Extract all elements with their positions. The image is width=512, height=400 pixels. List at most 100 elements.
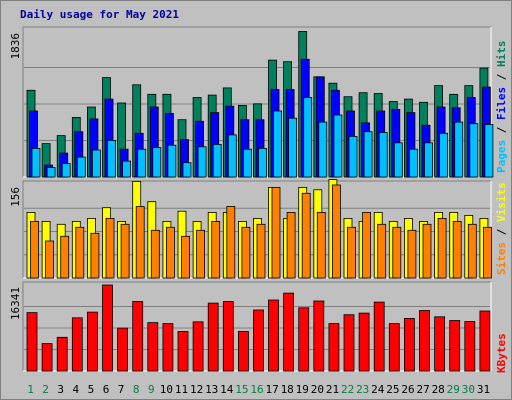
bar-kbytes-day-21	[328, 323, 340, 372]
bar-kbytes-day-28	[434, 316, 446, 372]
bar-kbytes-day-20	[313, 300, 325, 372]
bar-pages-day-7	[122, 160, 131, 178]
day-label-8: 8	[133, 383, 140, 396]
bar-sites-day-18	[286, 211, 296, 279]
bar-kbytes-day-26	[403, 317, 415, 372]
bar-sites-day-17	[271, 186, 281, 279]
bar-sites-day-10	[165, 226, 175, 279]
bar-pages-day-12	[197, 146, 207, 178]
bar-kbytes-day-7	[117, 327, 128, 372]
axis-max-label: 156	[9, 187, 22, 207]
bar-pages-day-21	[333, 114, 343, 178]
bar-kbytes-day-6	[102, 284, 113, 372]
bar-kbytes-day-3	[56, 336, 68, 372]
bar-kbytes-day-12	[192, 321, 204, 372]
bar-kbytes-day-2	[41, 343, 53, 372]
bar-kbytes-day-25	[388, 323, 400, 372]
bar-sites-day-26	[407, 229, 417, 279]
bar-pages-day-26	[408, 148, 418, 178]
bar-pages-day-24	[378, 132, 388, 178]
bar-kbytes-day-4	[71, 317, 83, 372]
bar-pages-day-20	[318, 121, 328, 178]
bar-pages-day-18	[288, 117, 298, 178]
day-label-30: 30	[462, 383, 475, 396]
bar-sites-day-15	[241, 226, 251, 279]
bar-sites-day-20	[316, 211, 326, 279]
bar-pages-day-23	[363, 131, 373, 178]
bar-sites-day-16	[256, 223, 266, 279]
day-label-10: 10	[160, 383, 173, 396]
bar-pages-day-5	[92, 149, 101, 178]
bar-kbytes-day-13	[207, 302, 219, 372]
day-label-29: 29	[447, 383, 460, 396]
bar-pages-day-22	[348, 135, 358, 178]
day-label-13: 13	[205, 383, 218, 396]
day-label-2: 2	[42, 383, 49, 396]
bar-pages-day-16	[258, 147, 267, 178]
bar-kbytes-day-19	[298, 307, 310, 372]
bar-pages-day-8	[137, 148, 147, 178]
bar-pages-day-1	[31, 147, 41, 178]
bar-kbytes-day-16	[253, 309, 264, 372]
bar-pages-day-17	[273, 110, 282, 178]
day-label-15: 15	[235, 383, 248, 396]
bar-sites-day-7	[120, 223, 130, 279]
bar-kbytes-day-14	[222, 301, 234, 372]
legend-separator: /	[495, 67, 508, 87]
day-label-25: 25	[386, 383, 399, 396]
bar-sites-day-25	[392, 226, 402, 279]
bar-pages-day-29	[454, 121, 464, 178]
bar-sites-day-24	[377, 223, 387, 279]
bar-sites-day-28	[437, 217, 447, 279]
day-label-22: 22	[341, 383, 354, 396]
bar-pages-day-28	[439, 132, 449, 178]
bar-sites-day-2	[45, 240, 54, 279]
bar-sites-day-31	[482, 226, 492, 279]
bar-sites-day-4	[75, 226, 85, 279]
bar-sites-day-12	[196, 229, 206, 279]
day-label-20: 20	[311, 383, 324, 396]
legend-kbytes: KBytes	[495, 333, 508, 373]
day-label-18: 18	[281, 383, 294, 396]
bar-sites-day-11	[181, 235, 190, 279]
day-label-11: 11	[175, 383, 188, 396]
bar-kbytes-day-23	[358, 312, 370, 372]
day-label-26: 26	[401, 383, 414, 396]
bar-kbytes-day-5	[87, 311, 98, 372]
bar-kbytes-day-24	[373, 301, 385, 372]
legend-pages: Pages	[495, 140, 508, 173]
bar-pages-day-25	[393, 142, 403, 178]
bar-pages-day-31	[484, 124, 494, 178]
day-label-24: 24	[371, 383, 385, 396]
legend-sites-visits: Sites / Visits	[495, 182, 508, 275]
bar-sites-day-21	[331, 184, 341, 279]
bar-kbytes-day-15	[237, 331, 249, 372]
bar-kbytes-day-17	[268, 299, 279, 372]
day-label-17: 17	[265, 383, 278, 396]
day-label-31: 31	[477, 383, 490, 396]
bar-kbytes-day-18	[283, 292, 295, 372]
bar-sites-day-1	[30, 220, 39, 279]
day-label-16: 16	[250, 383, 263, 396]
bar-sites-day-22	[347, 226, 356, 279]
bar-kbytes-day-30	[464, 321, 476, 372]
day-label-5: 5	[88, 383, 95, 396]
bar-pages-day-2	[46, 167, 56, 178]
day-label-4: 4	[72, 383, 79, 396]
bar-pages-day-13	[212, 143, 222, 178]
legend-sites: Sites	[495, 242, 508, 275]
day-label-12: 12	[190, 383, 203, 396]
legend-hits: Hits	[495, 41, 508, 68]
axis-max-label: 16341	[9, 287, 22, 320]
bar-kbytes-day-11	[177, 331, 189, 372]
day-label-1: 1	[27, 383, 34, 396]
bar-sites-day-19	[301, 192, 311, 279]
bar-sites-day-27	[422, 223, 432, 279]
day-label-28: 28	[432, 383, 445, 396]
day-label-3: 3	[57, 383, 64, 396]
bar-pages-day-27	[424, 142, 433, 178]
bar-sites-day-3	[60, 235, 70, 279]
bar-kbytes-day-22	[343, 314, 355, 372]
